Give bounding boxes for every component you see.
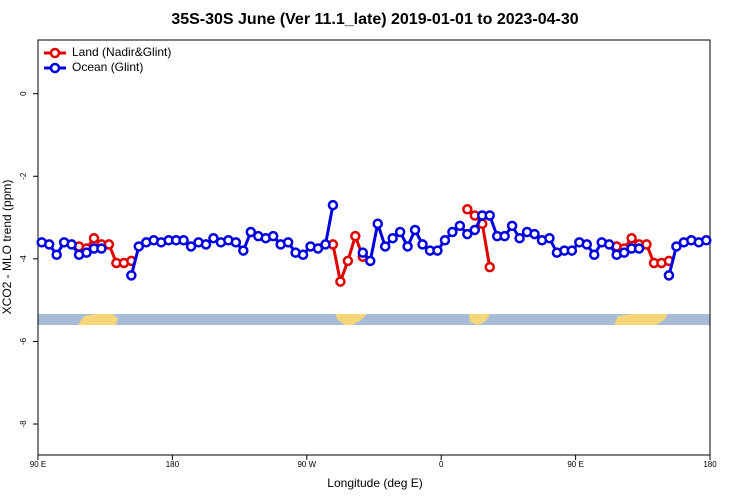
y-tick-label: -4 [19, 255, 28, 263]
data-point [66, 239, 77, 250]
legend: Land (Nadir&Glint)Ocean (Glint) [44, 45, 171, 74]
data-point [394, 226, 406, 238]
data-point [267, 230, 279, 242]
data-point [342, 255, 354, 267]
data-point [484, 261, 495, 273]
data-point [312, 243, 324, 254]
data-point [499, 230, 510, 242]
data-point [432, 245, 443, 256]
data-point [51, 249, 62, 260]
legend-marker [49, 62, 61, 74]
data-point [506, 220, 518, 232]
data-point [484, 210, 495, 221]
data-point [357, 247, 369, 258]
data-point [544, 232, 555, 244]
data-point [350, 230, 361, 242]
legend-label: Land (Nadir&Glint) [72, 45, 171, 59]
data-point [178, 235, 189, 246]
data-point [43, 239, 55, 250]
data-point [230, 237, 242, 248]
data-point [514, 232, 525, 244]
y-axis-label: XCO2 - MLO trend (ppm) [0, 180, 14, 315]
data-point [365, 255, 376, 267]
map-strip [38, 314, 710, 325]
series [36, 199, 712, 281]
data-point [701, 235, 712, 246]
data-point [447, 226, 458, 238]
data-point [238, 245, 249, 256]
x-tick-label: 180 [703, 460, 717, 469]
data-point [103, 239, 115, 250]
data-point [618, 247, 630, 258]
x-tick-label: 90 E [30, 460, 46, 469]
data-point [663, 270, 675, 281]
data-point [633, 243, 645, 254]
data-point [208, 232, 219, 244]
data-point [462, 228, 473, 240]
data-point [282, 237, 294, 248]
data-point [185, 241, 197, 252]
data-point [402, 241, 413, 252]
data-point [372, 218, 383, 230]
data-point [566, 245, 578, 256]
data-point [454, 220, 466, 232]
data-point [529, 228, 540, 240]
data-point [641, 239, 652, 250]
data-point [81, 247, 92, 258]
x-tick-label: 0 [439, 460, 444, 469]
data-point [589, 249, 600, 260]
data-point [96, 243, 107, 254]
y-tick-label: -6 [19, 337, 28, 345]
data-point [626, 232, 637, 244]
data-point [462, 204, 473, 215]
data-point [417, 239, 428, 250]
ocean-strip [38, 314, 710, 325]
data-point [320, 239, 331, 250]
data-point [327, 199, 339, 211]
data-point [387, 232, 398, 244]
y-tick-label: 0 [19, 91, 28, 96]
data-point [88, 232, 100, 244]
data-point [603, 239, 615, 250]
x-axis-label: Longitude (deg E) [327, 476, 422, 490]
data-point [133, 241, 145, 252]
x-tick-label: 90 W [297, 460, 316, 469]
y-tick-label: -2 [19, 172, 28, 180]
data-point [409, 224, 421, 236]
data-point [581, 239, 593, 250]
data-point [200, 239, 212, 250]
x-tick-label: 90 E [567, 460, 583, 469]
data-point [126, 270, 137, 281]
data-point [671, 241, 682, 252]
legend-label: Ocean (Glint) [72, 60, 143, 74]
plot-frame [37, 39, 711, 456]
data-point [335, 276, 346, 287]
legend-marker [49, 47, 61, 59]
y-tick-label: -8 [19, 420, 28, 428]
data-point [469, 224, 481, 236]
data-point [297, 249, 309, 260]
chart-title: 35S-30S June (Ver 11.1_late) 2019-01-01 … [171, 11, 578, 28]
data-point [245, 226, 257, 238]
data-point [379, 241, 391, 252]
x-tick-label: 180 [166, 460, 180, 469]
data-point [439, 235, 451, 246]
